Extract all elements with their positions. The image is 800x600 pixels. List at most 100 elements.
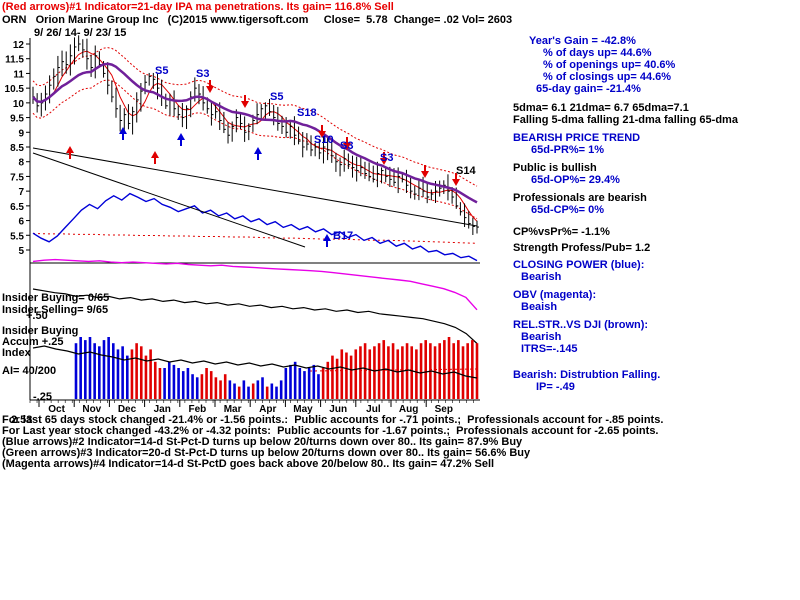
obv-line xyxy=(32,258,478,311)
y-axis-tick-label: 11.5 xyxy=(5,55,24,66)
sell-arrow-icon xyxy=(241,101,249,108)
signal-label: S5 xyxy=(155,65,168,77)
month-label: Jan xyxy=(154,404,171,415)
y-axis-tick-label: 10 xyxy=(13,99,25,110)
signal-label: S3 xyxy=(340,140,353,152)
y-axis-tick-label: 8.5 xyxy=(10,143,24,154)
stat-closings-up: % of closings up= 44.6% xyxy=(543,71,672,83)
y-axis-tick-label: 9.5 xyxy=(10,114,24,125)
upper-band xyxy=(32,47,478,187)
obv-header: OBV (magenta): xyxy=(513,289,597,301)
stat-falling-dmas: Falling 5-dma falling 21-dma falling 65-… xyxy=(513,114,738,126)
month-label: Mar xyxy=(224,404,242,415)
accum-label-line2: Accum +.25 xyxy=(2,336,64,348)
sell-arrow-icon xyxy=(318,131,326,138)
signal-label: S3 xyxy=(196,68,209,80)
date-range-label: 9/ 26/ 14- 9/ 23/ 15 xyxy=(34,27,127,39)
month-label: Apr xyxy=(259,404,276,415)
rel-str-state: Bearish xyxy=(521,331,562,343)
distribution-state: Bearish: Distrubtion Falling. xyxy=(513,369,661,381)
y-axis-tick-label: 9 xyxy=(18,128,24,139)
ma21-line xyxy=(32,62,478,204)
y-axis-tick-label: 5 xyxy=(18,246,24,257)
stat-65d-cp: 65d-CP%= 0% xyxy=(531,204,605,216)
signal-label: S3 xyxy=(380,152,393,164)
stat-professionals: Professionals are bearish xyxy=(513,192,647,204)
closing-power-state: Bearish xyxy=(521,271,562,283)
insider-buying-count: Insider Buying= 0/65 xyxy=(2,292,110,304)
y-axis-tick-label: 10.5 xyxy=(5,84,25,95)
rel-strength-line xyxy=(32,288,478,344)
rel-str-header: REL.STR..VS DJI (brown): xyxy=(513,319,649,331)
closing-power-header: CLOSING POWER (blue): xyxy=(513,259,645,271)
lower-band xyxy=(32,79,478,220)
trendline xyxy=(32,147,478,227)
stat-days-up: % of days up= 44.6% xyxy=(543,47,652,59)
signal-label: B17 xyxy=(333,230,353,242)
month-label: Jun xyxy=(329,404,347,415)
buy-arrow-icon xyxy=(119,127,127,134)
stat-public-state: Public is bullish xyxy=(513,162,597,174)
buy-arrow-icon xyxy=(254,147,262,154)
month-label: Aug xyxy=(399,404,418,415)
stat-65d-op: 65d-OP%= 29.4% xyxy=(531,174,620,186)
accum-label-line1: Insider Buying xyxy=(2,325,79,337)
signal-label: S5 xyxy=(270,91,283,103)
quote-header-line: ORN Orion Marine Group Inc (C)2015 www.t… xyxy=(2,14,513,26)
footer-blue-arrows: (Blue arrows)#2 Indicator=14-d St-Pct-D … xyxy=(2,436,523,448)
sell-arrow-icon xyxy=(206,86,214,93)
obv-state: Beaish xyxy=(521,301,558,313)
month-label: Oct xyxy=(48,404,65,415)
y-axis-tick-label: 5.5 xyxy=(10,231,24,242)
trendline xyxy=(32,152,306,248)
overprint-text: 2.53 xyxy=(11,414,33,426)
footer-lastyear-line: For Last year stock changed -43.2% or -4… xyxy=(2,425,659,437)
y-axis-tick-label: 8 xyxy=(18,158,24,169)
sell-arrow-icon xyxy=(343,143,351,150)
stat-price-trend: BEARISH PRICE TREND xyxy=(513,132,641,144)
stat-cp-vs-pr: CP%vsPr%= -1.1% xyxy=(513,226,610,238)
signal-label: S14 xyxy=(456,165,476,177)
signal-label: S18 xyxy=(297,107,317,119)
y-axis-tick-label: 12 xyxy=(13,40,25,51)
month-label: Nov xyxy=(82,404,101,415)
stat-years-gain: Year's Gain = -42.8% xyxy=(529,35,636,47)
stat-strength-ratio: Strength Profess/Pub= 1.2 xyxy=(513,242,651,254)
footer-magenta-arrows: (Magenta arrows)#4 Indicator=14-d St-Pct… xyxy=(2,458,495,470)
ai-line xyxy=(32,345,478,379)
ip-value: IP= -.49 xyxy=(536,381,575,393)
public-dotted-line xyxy=(32,232,478,244)
signal-label: S10 xyxy=(314,134,334,146)
accum-scale-plus: +.50 xyxy=(26,310,48,322)
y-axis-tick-label: 6.5 xyxy=(10,202,24,213)
month-label: Feb xyxy=(189,404,207,415)
itrs-value: ITRS=-.145 xyxy=(521,343,578,355)
signal-header-line: (Red arrows)#1 Indicator=21-day IPA ma p… xyxy=(2,1,394,13)
accum-label-line3: Index xyxy=(2,347,31,359)
y-axis-tick-label: 7 xyxy=(18,187,24,198)
sell-arrow-icon xyxy=(380,158,388,165)
footer-green-arrows: (Green arrows)#3 Indicator=20-d St-Pct-D… xyxy=(2,447,531,459)
month-label: Sep xyxy=(435,404,453,415)
footer-last65-line: For last 65 days stock changed -21.4% or… xyxy=(2,414,664,426)
insider-selling-count: Insider Selling= 9/65 xyxy=(2,304,109,316)
sell-arrow-icon xyxy=(421,171,429,178)
ai-value-label: AI= 40/200 xyxy=(2,365,57,377)
stat-65d-pr: 65d-PR%= 1% xyxy=(531,144,605,156)
buy-arrow-icon xyxy=(66,146,74,153)
month-label: Jul xyxy=(366,404,381,415)
y-axis-tick-label: 6 xyxy=(18,217,24,228)
stat-65day-gain: 65-day gain= -21.4% xyxy=(536,83,641,95)
buy-arrow-icon xyxy=(151,151,159,158)
closing-power-line xyxy=(32,192,478,262)
stat-openings-up: % of openings up= 40.6% xyxy=(543,59,676,71)
accum-scale-minus: -.25 xyxy=(33,391,52,403)
month-label: Dec xyxy=(118,404,137,415)
stat-dmas: 5dma= 6.1 21dma= 6.7 65dma=7.1 xyxy=(513,102,689,114)
buy-arrow-icon xyxy=(177,133,185,140)
buy-arrow-icon xyxy=(323,234,331,241)
month-label: May xyxy=(293,404,313,415)
y-axis-tick-label: 11 xyxy=(13,69,24,80)
sell-arrow-icon xyxy=(452,179,460,186)
